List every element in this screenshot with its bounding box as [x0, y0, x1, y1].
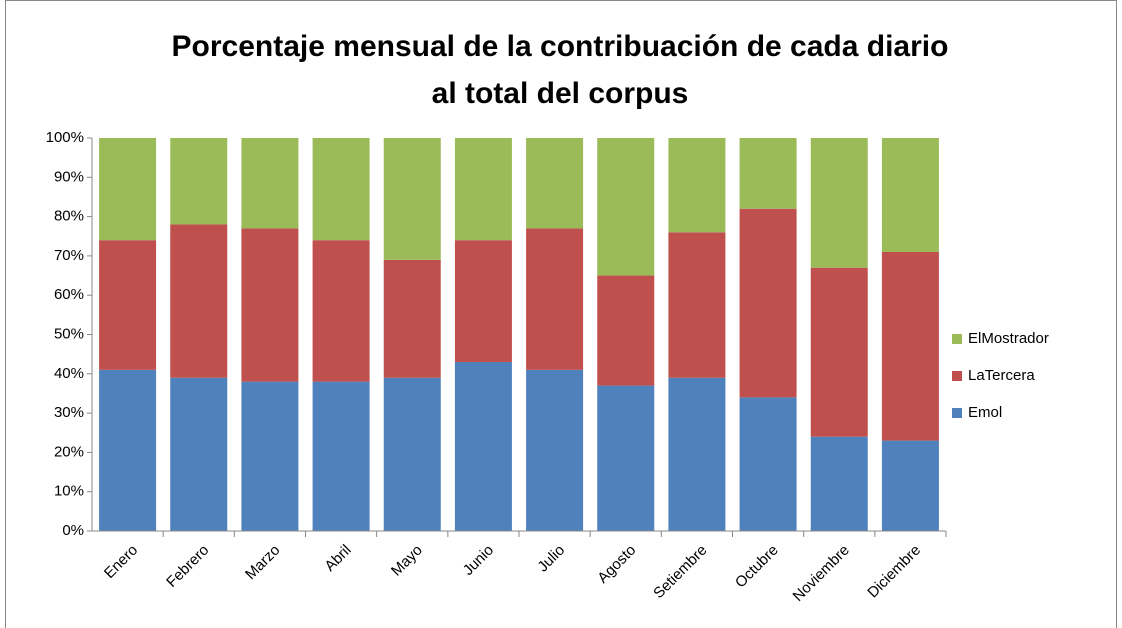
bar-segment — [454, 240, 512, 363]
bar-segment — [810, 267, 868, 437]
legend-label: ElMostrador — [968, 330, 1049, 347]
bar-segment — [312, 240, 370, 382]
bar-segment — [881, 138, 939, 252]
bar-segment — [810, 436, 868, 531]
chart-title: Porcentaje mensual de la contribuación d… — [172, 30, 949, 110]
bar-segment — [526, 369, 584, 531]
legend-label: LaTercera — [968, 367, 1035, 384]
bar-segment — [170, 138, 228, 225]
y-tick-label: 60% — [54, 286, 84, 303]
y-tick-label: 90% — [54, 168, 84, 185]
bar-segment — [312, 138, 370, 241]
legend-label: Emol — [968, 404, 1002, 421]
y-tick-label: 80% — [54, 208, 84, 225]
bar-segment — [99, 369, 157, 531]
bar-segment — [383, 138, 441, 260]
bar-segment — [170, 224, 228, 378]
bar-segment — [454, 138, 512, 241]
bar-segment — [597, 138, 655, 276]
bar-segment — [99, 138, 157, 241]
bar-segment — [668, 138, 726, 233]
bar-segment — [668, 232, 726, 378]
bar-segment — [383, 377, 441, 531]
bar-segment — [739, 208, 797, 398]
y-tick-label: 20% — [54, 443, 84, 460]
y-tick-label: 40% — [54, 365, 84, 382]
bar-segment — [597, 275, 655, 386]
y-tick-label: 30% — [54, 404, 84, 421]
bar-segment — [383, 259, 441, 378]
y-tick-label: 50% — [54, 325, 84, 342]
y-tick-label: 70% — [54, 247, 84, 264]
bar-segment — [739, 138, 797, 209]
y-tick-label: 100% — [46, 129, 84, 146]
bar-segment — [99, 240, 157, 370]
y-tick-label: 10% — [54, 483, 84, 500]
bar-segment — [668, 377, 726, 531]
bar-segment — [241, 381, 299, 531]
legend-swatch — [952, 334, 962, 344]
bar-segment — [526, 138, 584, 229]
bar-segment — [170, 377, 228, 531]
legend-swatch — [952, 408, 962, 418]
bar-segment — [881, 440, 939, 531]
bar-segment — [241, 228, 299, 382]
bar-segment — [526, 228, 584, 370]
y-tick-label: 0% — [62, 522, 84, 539]
legend-swatch — [952, 371, 962, 381]
bar-segment — [739, 397, 797, 531]
bar-segment — [881, 251, 939, 441]
bar-segment — [454, 362, 512, 531]
bar-segment — [312, 381, 370, 531]
bar-segment — [597, 385, 655, 531]
bar-segment — [241, 138, 299, 229]
bar-segment — [810, 138, 868, 268]
